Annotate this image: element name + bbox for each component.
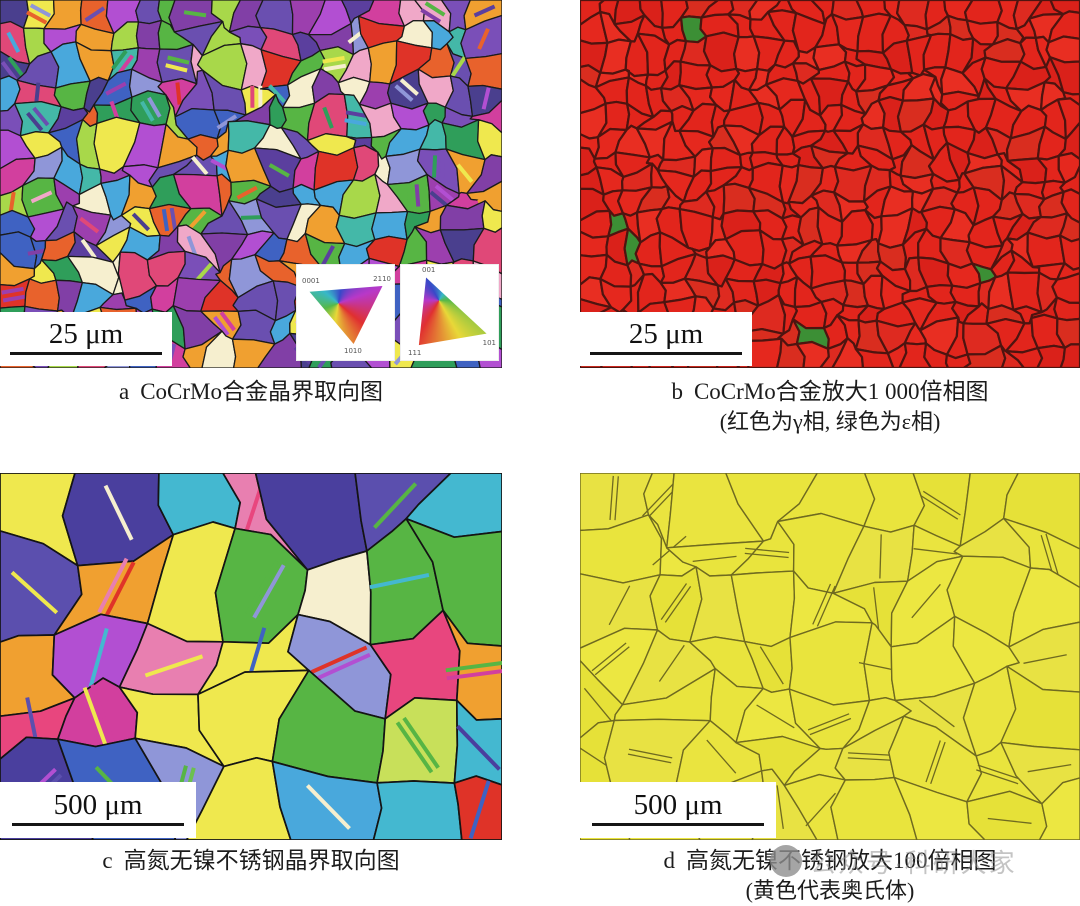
- ipf-key-hexagonal: 0001 2110 1010: [296, 264, 395, 361]
- panel-a-micrograph: 0001 2110 1010 001 111 101 25 μm: [0, 0, 502, 368]
- caption-c: c 高氮无镍不锈钢晶界取向图: [0, 846, 502, 876]
- caption-d: d 高氮无镍不锈钢放大100倍相图 (黄色代表奥氏体): [580, 846, 1080, 906]
- panel-d-micrograph: 500 μm: [580, 473, 1080, 840]
- scale-bar-line: [11, 822, 185, 826]
- caption-text: 高氮无镍不锈钢放大100倍相图: [686, 848, 997, 873]
- caption-a-line1: a CoCrMo合金晶界取向图: [0, 377, 502, 407]
- scale-bar-line: [590, 351, 742, 355]
- panel-b-micrograph: 25 μm: [580, 0, 1080, 368]
- caption-d-line2: (黄色代表奥氏体): [745, 878, 915, 903]
- panel-letter: c: [102, 848, 113, 873]
- scale-bar-label: 25 μm: [628, 318, 704, 351]
- scale-bar-line: [591, 822, 765, 826]
- scale-bar-line: [10, 351, 162, 355]
- ipf-key-cubic: 001 111 101: [400, 264, 499, 361]
- panel-letter: d: [663, 848, 676, 873]
- ipf-label: 1010: [344, 347, 362, 355]
- ipf-label: 001: [422, 266, 436, 274]
- scale-bar-b: 25 μm: [580, 312, 752, 366]
- ipf-label: 111: [408, 349, 422, 357]
- caption-b-line1: b CoCrMo合金放大1 000倍相图: [580, 377, 1080, 407]
- caption-b: b CoCrMo合金放大1 000倍相图 (红色为γ相, 绿色为ε相): [580, 377, 1080, 437]
- ipf-triangle-cubic: [418, 277, 487, 346]
- caption-text: 高氮无镍不锈钢晶界取向图: [123, 848, 400, 873]
- scale-bar-c: 500 μm: [0, 782, 196, 838]
- grain-orientation-map-c: [0, 473, 502, 840]
- scale-bar-label: 500 μm: [53, 789, 143, 822]
- caption-c-line1: c 高氮无镍不锈钢晶界取向图: [0, 846, 502, 876]
- scale-bar-label: 500 μm: [633, 789, 723, 822]
- caption-text: CoCrMo合金晶界取向图: [140, 379, 383, 404]
- panel-letter: a: [118, 379, 130, 404]
- caption-d-line1: d 高氮无镍不锈钢放大100倍相图: [580, 846, 1080, 876]
- panel-letter: b: [671, 379, 683, 404]
- grain-orientation-map-a: [0, 0, 502, 368]
- ipf-label: 0001: [302, 277, 320, 285]
- caption-text: CoCrMo合金放大1 000倍相图: [693, 379, 989, 404]
- caption-a: a CoCrMo合金晶界取向图: [0, 377, 502, 407]
- ipf-label: 101: [482, 339, 496, 347]
- ipf-color-key-inset: 0001 2110 1010 001 111 101: [296, 264, 499, 361]
- panel-c-micrograph: 500 μm: [0, 473, 502, 840]
- scale-bar-d: 500 μm: [580, 782, 776, 838]
- phase-map-d: [580, 473, 1080, 840]
- scale-bar-a: 25 μm: [0, 312, 172, 366]
- ipf-label: 2110: [373, 275, 391, 283]
- caption-b-line2: (红色为γ相, 绿色为ε相): [719, 409, 941, 434]
- scale-bar-label: 25 μm: [48, 318, 124, 351]
- ipf-triangle-hex: [309, 286, 383, 344]
